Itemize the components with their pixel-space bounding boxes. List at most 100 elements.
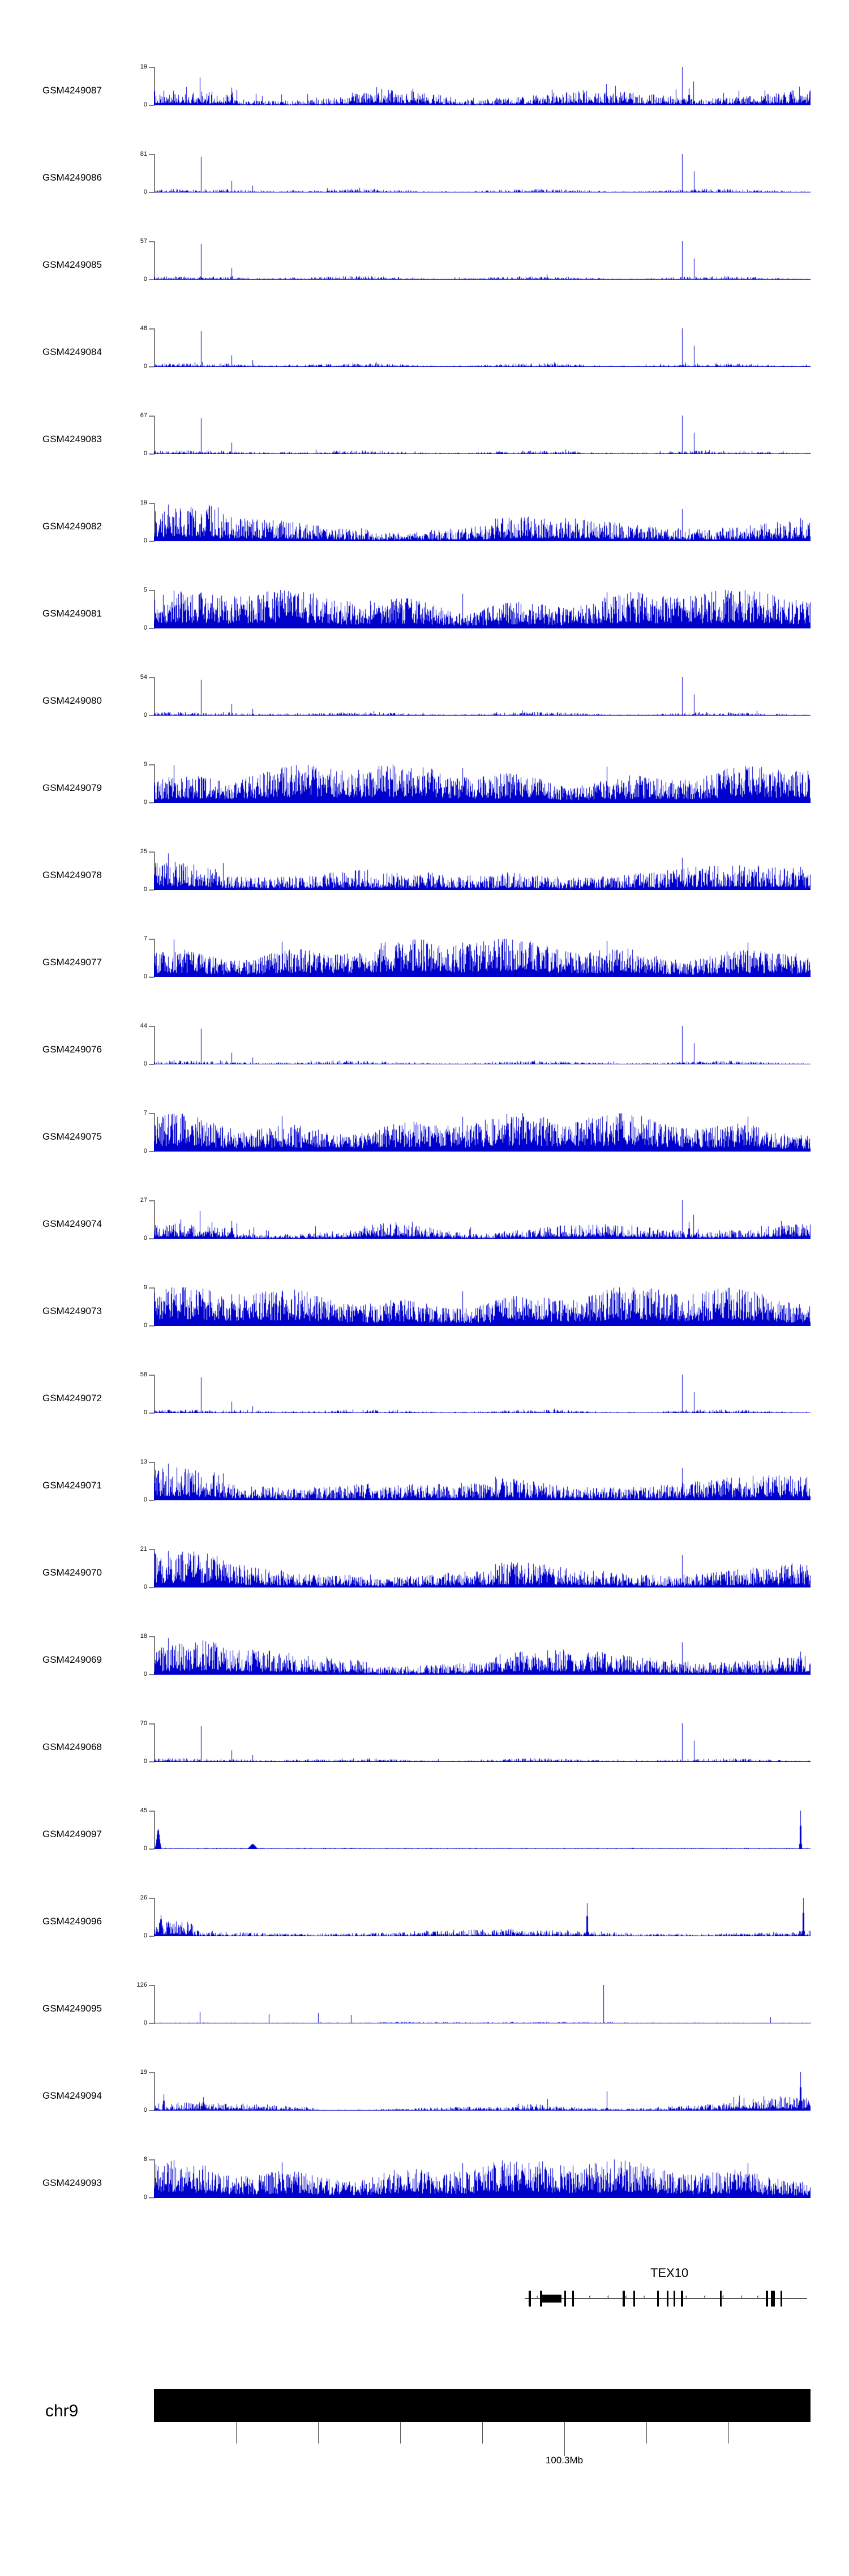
y-axis-tick-min [149,1064,155,1065]
coverage-plot[interactable] [154,1113,811,1152]
coverage-histogram[interactable] [154,1113,811,1152]
coverage-histogram[interactable] [154,1200,811,1239]
y-axis-min-label: 0 [143,1932,147,1939]
coverage-plot[interactable] [154,764,811,803]
y-axis-min-label: 0 [143,537,147,544]
coverage-histogram[interactable] [154,1375,811,1413]
y-axis-min-label: 0 [143,363,147,370]
gene-exon [540,2291,542,2307]
coverage-histogram[interactable] [154,67,811,105]
coverage-plot[interactable] [154,1026,811,1064]
track-sample-label: GSM4249069 [42,1654,102,1665]
track-sample-label: GSM4249084 [42,346,102,357]
y-axis-min-label: 0 [143,2194,147,2201]
coverage-plot[interactable] [154,1287,811,1326]
coverage-plot[interactable] [154,503,811,541]
track-sample-label: GSM4249074 [42,1218,102,1229]
chromosome-bar[interactable] [154,2389,811,2422]
y-axis-max-label: 126 [136,1982,147,1988]
coverage-histogram[interactable] [154,1287,811,1326]
y-axis-tick-min [149,192,155,193]
gene-exon [673,2291,676,2307]
track-sample-label: GSM4249076 [42,1044,102,1055]
coverage-histogram[interactable] [154,1985,811,2023]
coverage-plot[interactable] [154,2159,811,2198]
coverage-histogram[interactable] [154,503,811,541]
track-sample-label: GSM4249075 [42,1131,102,1142]
coverage-histogram[interactable] [154,677,811,716]
coverage-plot[interactable] [154,2072,811,2111]
y-axis-tick-min [149,1587,155,1588]
track-sample-label: GSM4249096 [42,1916,102,1927]
y-axis-min-label: 0 [143,450,147,457]
coverage-plot[interactable] [154,1811,811,1849]
y-axis-tick-max [149,1200,155,1201]
coverage-histogram[interactable] [154,851,811,890]
y-axis-tick-min [149,889,155,891]
y-axis-tick-min [149,366,155,367]
y-axis-tick-max [149,1462,155,1463]
coverage-histogram[interactable] [154,1636,811,1675]
coverage-histogram[interactable] [154,328,811,367]
y-axis-tick-max [149,503,155,504]
y-axis-min-label: 0 [143,712,147,718]
coverage-histogram[interactable] [154,1723,811,1762]
coverage-plot[interactable] [154,241,811,280]
chromosome-axis-tick [482,2422,483,2444]
y-axis-tick-min [149,1848,155,1850]
chromosome-axis-tick [646,2422,648,2444]
y-axis-max-label: 67 [140,412,147,419]
coverage-histogram[interactable] [154,1811,811,1849]
coverage-plot[interactable] [154,1985,811,2023]
track-sample-label: GSM4249077 [42,957,102,968]
coverage-histogram[interactable] [154,590,811,628]
coverage-plot[interactable] [154,154,811,192]
coverage-plot[interactable] [154,416,811,454]
coverage-plot[interactable] [154,328,811,367]
coverage-histogram[interactable] [154,1898,811,1936]
coverage-plot[interactable] [154,1549,811,1587]
coverage-plot[interactable] [154,1723,811,1762]
coverage-plot[interactable] [154,677,811,716]
coverage-histogram[interactable] [154,241,811,280]
coverage-histogram[interactable] [154,1462,811,1500]
coverage-plot[interactable] [154,1636,811,1675]
coverage-histogram[interactable] [154,2072,811,2111]
gene-exon [564,2291,567,2307]
coverage-histogram[interactable] [154,1549,811,1587]
coverage-plot[interactable] [154,1462,811,1500]
track-sample-label: GSM4249093 [42,2177,102,2188]
coverage-histogram[interactable] [154,764,811,803]
coverage-histogram[interactable] [154,416,811,454]
coverage-plot[interactable] [154,1375,811,1413]
coverage-plot[interactable] [154,590,811,628]
y-axis-tick-min [149,105,155,106]
y-axis-min-label: 0 [143,886,147,893]
track-sample-label: GSM4249085 [42,259,102,270]
gene-strand-arrow-icon: ‹ [536,2293,539,2300]
y-axis-min-label: 0 [143,1148,147,1154]
y-axis-max-label: 13 [140,1458,147,1465]
coverage-plot[interactable] [154,1200,811,1239]
coverage-plot[interactable] [154,67,811,105]
y-axis-max-label: 25 [140,848,147,855]
coverage-histogram[interactable] [154,154,811,192]
track-sample-label: GSM4249072 [42,1393,102,1403]
coverage-histogram[interactable] [154,939,811,977]
y-axis-tick-max [149,1811,155,1812]
y-axis-tick-min [149,279,155,280]
gene-label: TEX10 [650,2266,689,2280]
y-axis-tick-min [149,1674,155,1675]
coverage-plot[interactable] [154,1898,811,1936]
y-axis-tick-max [149,1113,155,1114]
coverage-histogram[interactable] [154,2159,811,2198]
y-axis-min-label: 0 [143,1409,147,1416]
gene-model[interactable]: ‹‹‹‹‹‹‹‹‹‹‹ [154,2286,811,2311]
gene-strand-arrow-icon: ‹ [607,2293,610,2300]
coverage-plot[interactable] [154,939,811,977]
coverage-plot[interactable] [154,851,811,890]
y-axis-max-label: 19 [140,63,147,70]
track-sample-label: GSM4249078 [42,870,102,880]
coverage-histogram[interactable] [154,1026,811,1064]
